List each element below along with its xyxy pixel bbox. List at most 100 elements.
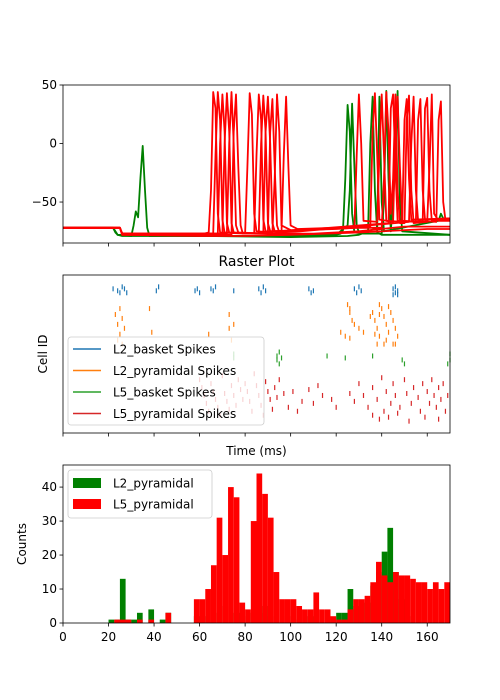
histogram-bar [262,493,268,623]
raster-legend-label: L5_basket Spikes [113,386,216,400]
histogram-bar [222,555,229,623]
histogram-bar [307,609,314,623]
raster-legend-label: L5_pyramidal Spikes [113,407,236,421]
histogram-x-tick-label: 160 [416,630,439,644]
histogram-y-ticks: 0 10 20 30 40 [42,480,63,630]
histogram-x-tick-label: 140 [370,630,393,644]
histogram-x-ticks: 0 20 40 60 80 100 120 140 160 [59,623,439,644]
histogram-bar [341,619,348,623]
voltage-traces [63,90,450,239]
histogram-legend-label: L2_pyramidal [113,477,194,491]
histogram-y-tick-label: 20 [42,548,57,562]
histogram-x-tick-label: 60 [192,630,207,644]
histogram-bar [256,473,263,623]
histogram-y-tick-label: 40 [42,480,57,494]
raster-x-ticks [62,433,428,437]
histogram-bar [370,582,377,623]
histogram-bar [273,572,280,623]
voltage-trace-7 [63,92,450,235]
histogram-panel: 0 10 20 30 40 0 20 40 60 80 100 120 140 160 Counts L… [15,464,451,644]
raster-legend: L2_basket Spikes L2_pyramidal Spikes L5_ba… [67,336,265,426]
histogram-bar [205,589,211,623]
histogram-bar [415,582,422,623]
voltage-y-tick-label: −50 [32,195,57,209]
histogram-bar [245,609,251,623]
raster-xlabel: Time (ms) [225,444,287,458]
voltage-y-tick-label: 50 [42,78,57,92]
histogram-bar [136,612,143,623]
histogram-bar [398,575,405,623]
histogram-bar [427,589,433,623]
histogram-bar [444,582,450,623]
histogram-bar [376,561,382,623]
voltage-panel: 50 0 −50 [32,78,451,247]
histogram-bar [324,609,331,623]
histogram-bar [438,589,445,623]
histogram-bar [290,599,297,623]
histogram-x-tick-label: 100 [279,630,302,644]
histogram-bar [319,609,325,623]
histogram-bar [393,572,399,623]
histogram-bar [108,619,115,623]
histogram-ylabel: Counts [15,523,29,565]
histogram-bar [131,619,137,623]
histogram-bar [114,619,120,623]
histogram-bar [313,592,320,623]
histogram-bar [210,565,217,623]
raster-legend-label: L2_pyramidal Spikes [113,364,236,378]
histogram-bar [228,487,234,623]
voltage-trace-8 [63,91,450,235]
histogram-axes-frame [62,464,451,624]
histogram-legend-box [67,469,213,519]
voltage-axes-frame [62,84,451,244]
legend-swatch [73,478,101,488]
histogram-legend: L2_pyramidal L5_pyramidal [67,469,213,519]
histogram-bar [347,609,354,623]
histogram-bars [108,473,450,623]
histogram-bar [216,517,223,623]
histogram-bar [421,582,428,623]
histogram-bar [136,619,143,623]
histogram-x-tick-label: 20 [101,630,116,644]
histogram-bar [119,578,126,623]
histogram-bar [296,606,303,623]
histogram-bar [330,616,337,623]
histogram-bar [432,582,439,623]
histogram-bar [279,599,285,623]
histogram-bar [148,619,155,623]
raster-legend-box [67,336,265,426]
raster-legend-entries: L2_basket Spikes L2_pyramidal Spikes L5_ba… [73,343,236,421]
histogram-bar [387,582,394,623]
histogram-x-tick-label: 0 [59,630,67,644]
histogram-legend-entries: L2_pyramidal L5_pyramidal [73,477,194,512]
histogram-bar [336,612,342,623]
histogram-y-tick-label: 10 [42,582,57,596]
histogram-bar [148,609,155,623]
histogram-bar [347,589,354,623]
histogram-bar [302,609,308,623]
histogram-x-tick-label: 120 [325,630,348,644]
histogram-bar [239,602,246,623]
histogram-y-tick-label: 30 [42,514,57,528]
histogram-bar [284,599,291,623]
raster-axes-frame [62,274,451,434]
histogram-bar [125,619,132,623]
histogram-bar [341,612,348,623]
voltage-trace-2 [63,95,450,237]
histogram-bar [193,599,200,623]
histogram-x-tick-label: 40 [146,630,161,644]
voltage-trace-10 [63,226,450,237]
raster-title: Raster Plot [219,254,295,270]
histogram-bar [404,575,411,623]
histogram-legend-label: L5_pyramidal [113,498,194,512]
raster-ylabel: Cell ID [36,334,50,373]
histogram-bar [159,619,166,623]
histogram-bar [358,599,365,623]
voltage-y-ticks: 50 0 −50 [32,78,63,209]
histogram-bar [353,599,359,623]
histogram-bar [165,612,172,623]
histogram-bar [364,595,371,623]
raster-legend-label: L2_basket Spikes [113,343,216,357]
histogram-x-tick-label: 80 [237,630,252,644]
